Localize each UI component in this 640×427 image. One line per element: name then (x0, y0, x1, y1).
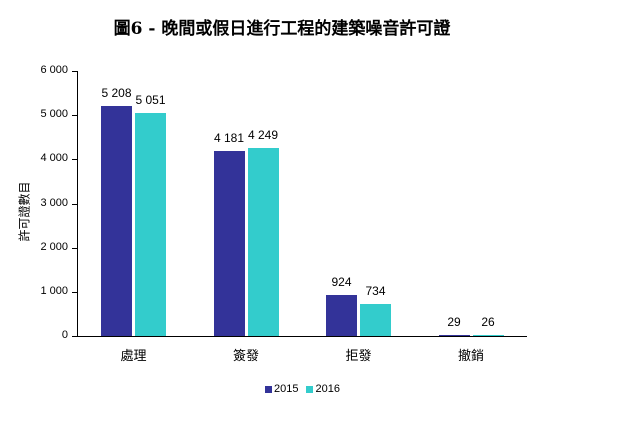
y-tick-label: 2 000 (40, 240, 68, 253)
y-tick-mark (72, 115, 77, 117)
y-tick-mark (72, 203, 77, 205)
y-tick-label: 5 000 (40, 108, 68, 121)
legend-item-2015: 2015 (265, 383, 298, 395)
y-tick-mark (72, 159, 77, 161)
y-axis-label: 許可證數目 (17, 181, 32, 242)
x-category-label: 拒發 (345, 348, 372, 363)
bar-value-label: 924 (331, 275, 352, 290)
bar-2016 (135, 112, 166, 336)
bar-value-label: 734 (365, 283, 386, 298)
x-axis (77, 336, 527, 337)
y-tick-label: 1 000 (40, 284, 68, 297)
bar-2016 (472, 334, 504, 336)
y-tick-mark (72, 336, 77, 337)
y-tick-label: 6 000 (40, 64, 68, 76)
bar-2015 (438, 334, 470, 336)
y-tick-label: 3 000 (40, 196, 68, 209)
bar-2016 (247, 148, 279, 336)
y-tick-label: 4 000 (40, 152, 68, 165)
x-category-label: 撤銷 (457, 348, 484, 363)
bar-value-label: 5 208 (101, 85, 132, 100)
bar-2015 (101, 105, 132, 336)
chart-title: 圖6 - 晚間或假日進行工程的建築噪音許可證 (113, 19, 451, 39)
legend-swatch-2015 (265, 385, 272, 393)
legend-swatch-2016 (306, 385, 314, 393)
bar-value-label: 4 249 (247, 128, 279, 143)
bar-value-label: 5 051 (135, 92, 166, 107)
legend-item-2016: 2016 (306, 383, 340, 395)
bar-2015 (213, 151, 245, 336)
bar-value-label: 4 181 (213, 131, 245, 146)
bar-value-label: 29 (447, 314, 461, 329)
y-tick-mark (72, 291, 77, 293)
y-tick-mark (72, 247, 77, 249)
bar-2016 (360, 303, 391, 336)
y-tick-label: 0 (61, 329, 68, 341)
y-axis (77, 71, 78, 336)
bar-value-label: 26 (481, 314, 495, 329)
y-tick-mark (72, 71, 77, 72)
x-category-label: 處理 (120, 348, 147, 363)
legend: 2015 2016 (265, 383, 344, 395)
x-category-label: 簽發 (232, 348, 259, 363)
bar-2015 (326, 295, 357, 336)
